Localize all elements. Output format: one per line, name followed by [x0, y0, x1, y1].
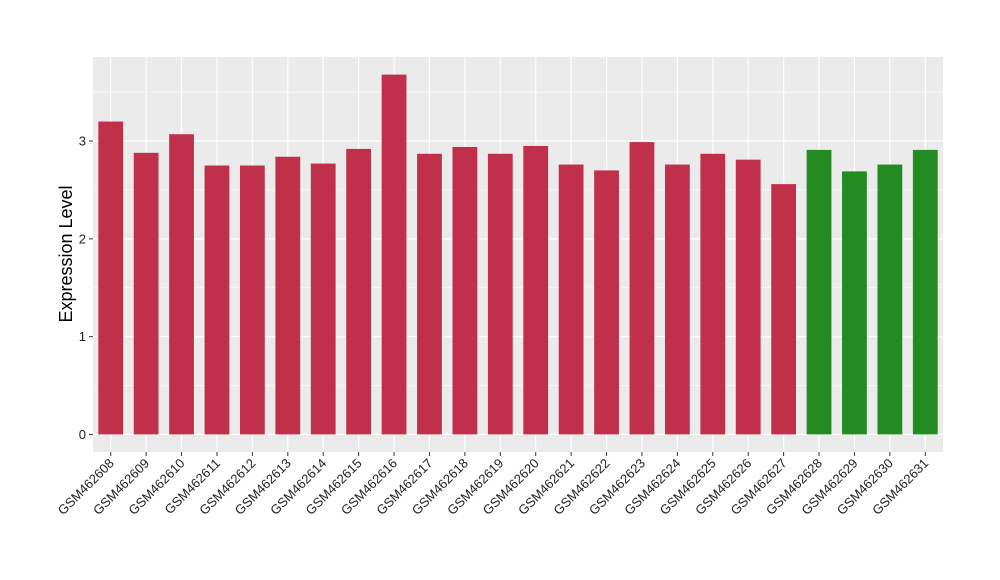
panel	[93, 57, 943, 452]
bar	[275, 156, 301, 435]
bar	[487, 153, 513, 435]
bar	[417, 153, 442, 435]
bar	[558, 164, 584, 435]
bar	[664, 164, 690, 435]
bar	[204, 165, 230, 435]
y-tick-label: 3	[79, 134, 86, 149]
bar	[700, 153, 726, 435]
bar	[594, 170, 619, 435]
bar	[523, 145, 549, 435]
bar	[310, 163, 336, 435]
y-tick-label: 0	[79, 427, 86, 442]
y-tick-label: 1	[79, 329, 86, 344]
bar	[735, 159, 761, 435]
bar	[133, 152, 159, 435]
bar	[169, 134, 194, 435]
bar	[346, 148, 372, 435]
bar	[877, 164, 903, 435]
y-axis-label: Expression Level	[56, 185, 76, 322]
bar	[239, 165, 265, 435]
bar	[381, 74, 407, 435]
y-tick-label: 2	[79, 231, 86, 246]
bar	[806, 149, 832, 435]
bar	[771, 184, 797, 435]
bar	[98, 121, 124, 435]
bar	[629, 142, 655, 435]
bar	[842, 171, 867, 435]
bar	[452, 146, 478, 435]
bar	[912, 149, 938, 435]
